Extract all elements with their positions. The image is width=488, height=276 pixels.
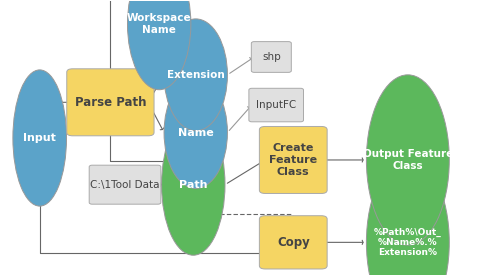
Text: %Path%\Out_
%Name%.%
Extension%: %Path%\Out_ %Name%.% Extension% (373, 227, 441, 257)
Text: C:\1Tool Data: C:\1Tool Data (90, 180, 160, 190)
FancyBboxPatch shape (259, 126, 326, 193)
FancyBboxPatch shape (251, 42, 291, 72)
Text: shp: shp (262, 52, 280, 62)
Text: Workspace
Name: Workspace Name (126, 13, 191, 35)
Ellipse shape (366, 157, 448, 276)
FancyBboxPatch shape (259, 216, 326, 269)
Text: Create
Feature
Class: Create Feature Class (269, 143, 317, 177)
Text: Path: Path (179, 180, 207, 190)
Ellipse shape (366, 75, 448, 245)
FancyBboxPatch shape (89, 165, 161, 204)
Text: Output Feature
Class: Output Feature Class (362, 149, 452, 171)
Ellipse shape (13, 70, 66, 206)
Ellipse shape (127, 0, 190, 90)
Ellipse shape (161, 114, 224, 255)
FancyBboxPatch shape (248, 88, 303, 122)
Text: Copy: Copy (276, 236, 309, 249)
Text: Input: Input (23, 133, 56, 143)
Text: Parse Path: Parse Path (75, 96, 146, 109)
Text: Extension: Extension (166, 70, 224, 80)
Text: InputFC: InputFC (256, 100, 296, 110)
FancyBboxPatch shape (67, 69, 154, 136)
Text: Name: Name (178, 128, 213, 137)
Ellipse shape (163, 19, 227, 131)
Ellipse shape (163, 76, 227, 189)
